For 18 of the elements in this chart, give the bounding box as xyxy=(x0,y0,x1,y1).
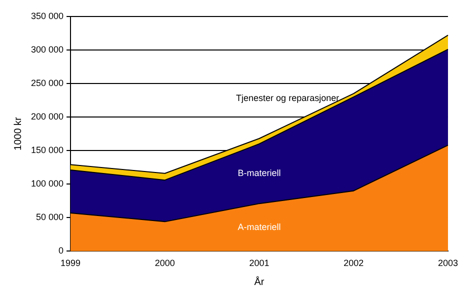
x-tick-label: 2001 xyxy=(249,258,270,268)
series-label: Tjenester og reparasjoner xyxy=(236,92,340,103)
y-tick-label: 350 000 xyxy=(30,10,64,21)
series-label: B-materiell xyxy=(238,168,281,178)
y-tick-label: 300 000 xyxy=(30,44,64,54)
x-tick-label: 2003 xyxy=(438,258,458,268)
y-axis-title: 1000 kr xyxy=(12,116,24,150)
y-tick-label: 250 000 xyxy=(30,78,64,88)
x-tick-label: 2000 xyxy=(154,258,175,268)
y-tick-label: 150 000 xyxy=(30,145,64,156)
series-label: A-materiell xyxy=(238,222,281,232)
x-tick-label: 2002 xyxy=(344,258,364,268)
y-tick-label: 50 000 xyxy=(36,212,64,222)
y-tick-label: 100 000 xyxy=(30,178,64,189)
x-tick-label: 1999 xyxy=(60,258,81,268)
y-tick-label: 200 000 xyxy=(30,112,64,122)
x-axis-title: År xyxy=(254,276,265,288)
y-tick-label: 0 xyxy=(58,246,64,256)
